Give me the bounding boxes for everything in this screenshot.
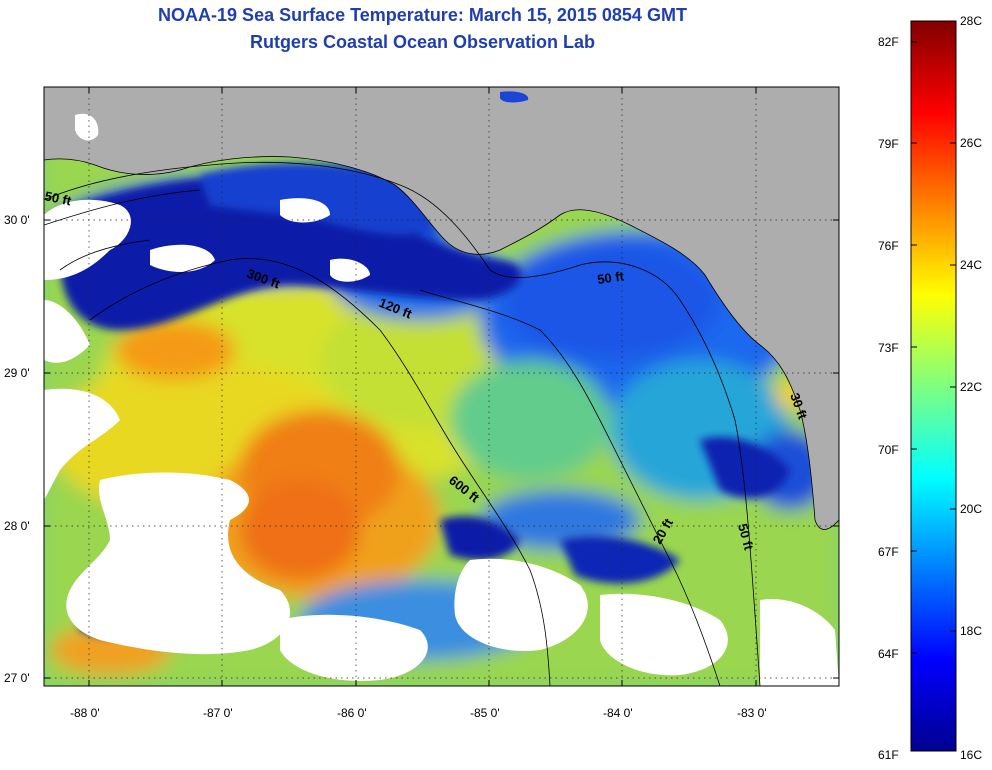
- chart-title: NOAA-19 Sea Surface Temperature: March 1…: [158, 5, 687, 25]
- grid: [44, 87, 839, 686]
- lon-tick-label: -84 0': [603, 706, 633, 720]
- lon-tick-label: -85 0': [470, 706, 500, 720]
- contour-label: 50 ft: [596, 268, 625, 287]
- colorbar-celsius-label: 18C: [960, 624, 983, 638]
- colorbar-celsius-label: 24C: [960, 258, 983, 272]
- coastline: [44, 156, 839, 530]
- colorbar-ticks: [911, 20, 956, 752]
- contour-label: 50 ft: [43, 188, 73, 208]
- colorbar-celsius-label: 28C: [960, 14, 983, 28]
- colorbar: [911, 21, 956, 751]
- chart-subtitle: Rutgers Coastal Ocean Observation Lab: [249, 32, 596, 52]
- colorbar-fahrenheit-label: 73F: [878, 341, 899, 355]
- land-mass: [44, 87, 839, 530]
- colorbar-fahrenheit-label: 79F: [878, 137, 899, 151]
- colorbar-celsius-label: 20C: [960, 502, 983, 516]
- colorbar-celsius-label: 16C: [960, 748, 983, 762]
- colorbar-frame: [910, 20, 957, 752]
- colorbar-fahrenheit-label: 76F: [878, 239, 899, 253]
- colorbar-celsius-label: 26C: [960, 136, 983, 150]
- colorbar-fahrenheit-label: 61F: [878, 748, 899, 762]
- colorbar-celsius-label: 22C: [960, 380, 983, 394]
- lon-tick-label: -83 0': [737, 706, 767, 720]
- colorbar-fahrenheit-label: 64F: [878, 647, 899, 661]
- lake: [500, 91, 529, 103]
- depth-contours: [44, 162, 761, 686]
- lat-tick-label: 27 0': [4, 671, 30, 685]
- colorbar-fahrenheit-label: 70F: [878, 443, 899, 457]
- map-area: 50 ft 120 ft 300 ft 600 ft 20 ft 50 ft 3…: [43, 87, 839, 686]
- contour-label: 50 ft: [735, 522, 757, 552]
- lat-tick-label: 30 0': [4, 213, 30, 227]
- map-frame: [43, 86, 840, 687]
- colorbar-fahrenheit-label: 82F: [878, 35, 899, 49]
- land-cloud: [75, 113, 99, 141]
- axis-ticks: [44, 87, 839, 686]
- cloud-mask: [44, 198, 839, 686]
- lon-tick-label: -88 0': [70, 706, 100, 720]
- lat-tick-label: 28 0': [4, 519, 30, 533]
- colorbar-fahrenheit-label: 67F: [878, 545, 899, 559]
- cold-band: [60, 163, 790, 637]
- lon-tick-label: -86 0': [337, 706, 367, 720]
- lat-tick-label: 29 0': [4, 366, 30, 380]
- lon-tick-label: -87 0': [203, 706, 233, 720]
